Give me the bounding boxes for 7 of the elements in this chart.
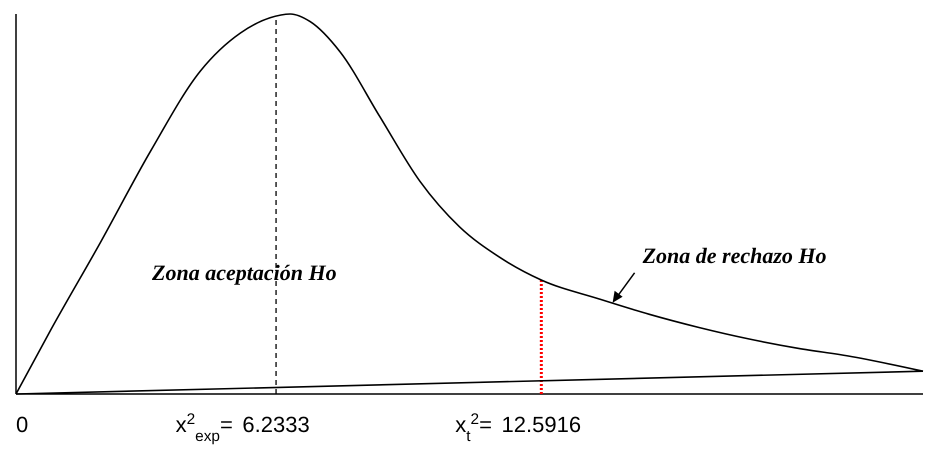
annotation: Zona aceptación Ho (151, 260, 337, 285)
text: x$^{2}$$_{exp}$= (176, 410, 233, 444)
x-tick-label: 6.2333 (242, 412, 310, 437)
annotation: Zona de rechazo Ho (642, 242, 827, 268)
x-tick-label: 12.5916 (502, 412, 582, 437)
x-tick-label: 0 (16, 412, 28, 437)
text: x$_{t}$$^{2}$= (455, 410, 492, 444)
